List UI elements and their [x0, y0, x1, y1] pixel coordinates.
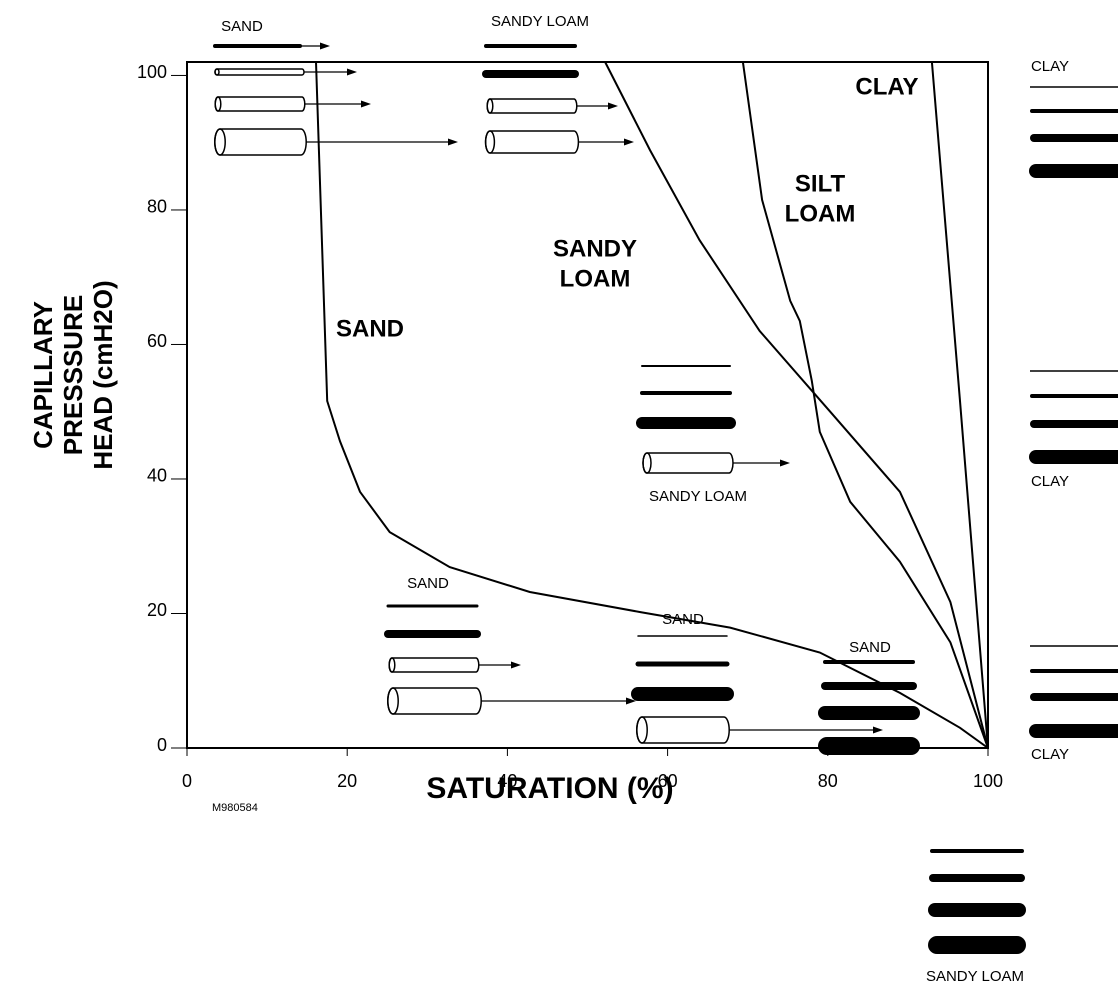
tube: [214, 96, 306, 112]
arrow-head: [511, 661, 521, 669]
y-axis-label-line: HEAD (cmH2O): [88, 280, 118, 469]
curve: [741, 61, 989, 749]
x-tick-label: 80: [818, 771, 838, 791]
y-tick-label: 80: [147, 197, 167, 217]
tube-end: [636, 716, 648, 744]
arrow-head: [361, 100, 371, 108]
tube: [214, 68, 305, 76]
curve: [604, 61, 989, 749]
x-tick-label: 60: [658, 771, 678, 791]
icon-label: SANDY LOAM: [491, 13, 589, 30]
y-tick-label: 0: [157, 735, 167, 755]
y-tick-label: 60: [147, 331, 167, 351]
curve-label: LOAM: [560, 265, 631, 292]
tube-end: [642, 452, 652, 474]
y-tick-label: 20: [147, 600, 167, 620]
icon-label: SAND: [849, 639, 891, 656]
tube: [486, 98, 578, 114]
tube: [214, 128, 307, 156]
curve: [315, 61, 989, 749]
tube-end: [486, 98, 494, 114]
icon-label: CLAY: [1031, 473, 1069, 490]
tube-end: [214, 128, 226, 156]
icon-label: SAND: [662, 611, 704, 628]
icon-label: CLAY: [1031, 746, 1069, 763]
tube-end: [214, 96, 222, 112]
arrow-head: [320, 42, 330, 50]
arrow-head: [448, 138, 458, 146]
curve-label: LOAM: [785, 200, 856, 227]
curve-label: SAND: [336, 315, 404, 342]
figure-id: M980584: [212, 802, 258, 814]
curve-label: SANDY: [553, 235, 637, 262]
arrow-head: [608, 102, 618, 110]
icon-label: SAND: [407, 575, 449, 592]
tube: [387, 687, 482, 715]
arrow-head: [780, 459, 790, 467]
x-tick-label: 20: [337, 771, 357, 791]
y-tick-label: 100: [137, 62, 167, 82]
y-axis-label-line: CAPILLARY: [28, 301, 58, 449]
x-axis-label: SATURATION (%): [426, 772, 673, 805]
y-tick-label: 40: [147, 466, 167, 486]
tube: [642, 452, 734, 474]
y-axis-label: CAPILLARY PRESSSURE HEAD (cmH2O): [28, 280, 118, 469]
plot-frame: [186, 61, 989, 749]
icon-label: SANDY LOAM: [649, 488, 747, 505]
tube: [636, 716, 730, 744]
x-tick-label: 100: [973, 771, 1003, 791]
icon-label: CLAY: [1031, 58, 1069, 75]
icon-label: SANDY LOAM: [926, 968, 1024, 985]
x-tick-label: 40: [497, 771, 517, 791]
tube: [484, 130, 580, 154]
arrow-head: [626, 697, 636, 705]
tube: [388, 657, 480, 673]
curve-label: CLAY: [855, 73, 918, 100]
arrow-head: [873, 726, 883, 734]
curve-label: SILT: [795, 170, 846, 197]
arrow-head: [347, 68, 357, 76]
curve: [930, 61, 989, 749]
arrow-head: [624, 138, 634, 146]
tube-end: [214, 68, 220, 76]
y-axis-label-line: PRESSSURE: [58, 295, 88, 455]
icon-label: SAND: [221, 18, 263, 35]
tube-end: [387, 687, 399, 715]
tube-end: [484, 130, 496, 154]
tube-end: [388, 657, 396, 673]
x-tick-label: 0: [182, 771, 192, 791]
